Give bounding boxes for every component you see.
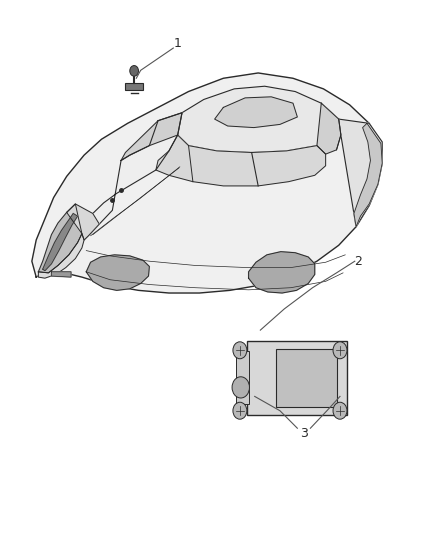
Polygon shape (39, 204, 82, 273)
Polygon shape (249, 252, 315, 293)
Circle shape (233, 342, 247, 359)
Polygon shape (82, 113, 182, 240)
FancyBboxPatch shape (236, 351, 249, 405)
Polygon shape (121, 113, 182, 160)
Circle shape (333, 402, 347, 419)
Text: 3: 3 (300, 427, 308, 440)
Polygon shape (156, 135, 325, 186)
Circle shape (232, 377, 250, 398)
Circle shape (233, 402, 247, 419)
FancyBboxPatch shape (247, 341, 347, 415)
Polygon shape (215, 97, 297, 127)
Polygon shape (339, 119, 382, 227)
FancyBboxPatch shape (276, 349, 336, 407)
Polygon shape (32, 73, 382, 293)
Text: 1: 1 (174, 37, 182, 50)
Polygon shape (51, 272, 71, 277)
Circle shape (130, 66, 138, 76)
Polygon shape (317, 103, 341, 154)
Polygon shape (178, 86, 339, 152)
Circle shape (333, 342, 347, 359)
Polygon shape (39, 233, 84, 278)
Text: 2: 2 (354, 255, 362, 268)
Polygon shape (354, 123, 382, 227)
Polygon shape (86, 255, 149, 290)
Polygon shape (43, 214, 78, 271)
FancyBboxPatch shape (125, 83, 143, 90)
Polygon shape (67, 204, 99, 240)
